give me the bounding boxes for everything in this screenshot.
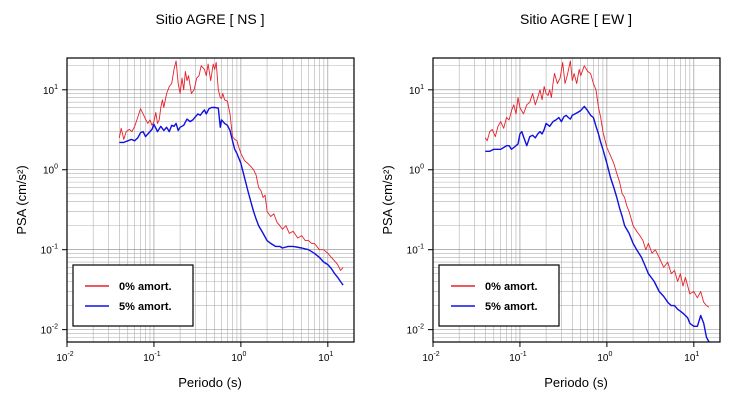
- y-axis-label: PSA (cm/s²): [14, 165, 29, 234]
- axis-ticks: 10-2 10-1 100 101 10-2 10-1 100 101: [407, 84, 700, 364]
- y-tick-label: 10-1: [407, 244, 424, 257]
- legend-label: 5% amort.: [485, 301, 538, 313]
- x-tick-label: 10-1: [509, 351, 526, 364]
- x-tick-label: 100: [597, 351, 612, 364]
- series-line-amort-5: [119, 106, 344, 286]
- legend-label: 5% amort.: [119, 301, 172, 313]
- chart-title: Sitio AGRE [ NS ]: [156, 11, 265, 27]
- legend: 0% amort. 5% amort.: [72, 264, 194, 327]
- plot-frame: [66, 57, 355, 343]
- axis-ticks: 10-2 10-1 100 101 10-2 10-1 100 101: [41, 84, 334, 364]
- y-tick-label: 10-2: [41, 324, 58, 337]
- series-line-amort-0: [484, 60, 710, 308]
- legend-label: 0% amort.: [485, 281, 538, 293]
- series-line-amort-0: [118, 60, 344, 271]
- legend-box: [438, 264, 560, 327]
- y-tick-label: 100: [409, 164, 424, 177]
- series-group: [118, 60, 344, 286]
- x-axis-label: Periodo (s): [544, 375, 608, 390]
- x-tick-label: 101: [684, 351, 699, 364]
- chart-panel-ew: Sitio AGRE [ EW ] 10-2 10-1 100 101 10-2 10-1…: [380, 11, 721, 390]
- y-tick-label: 101: [43, 84, 58, 97]
- plot-frame: [432, 57, 721, 343]
- series-group: [484, 60, 710, 342]
- y-tick-label: 10-1: [41, 244, 58, 257]
- series-line-amort-5: [485, 105, 710, 342]
- chart-panel-ns: Sitio AGRE [ NS ] 10-2 10-1 100 101 10-2 10-1…: [14, 11, 355, 390]
- grid: [66, 58, 355, 343]
- legend: 0% amort. 5% amort.: [438, 264, 560, 327]
- y-tick-label: 101: [409, 84, 424, 97]
- x-tick-label: 10-2: [56, 351, 73, 364]
- legend-box: [72, 264, 194, 327]
- chart-title: Sitio AGRE [ EW ]: [520, 11, 632, 27]
- x-tick-label: 100: [231, 351, 246, 364]
- x-tick-label: 10-2: [422, 351, 439, 364]
- x-axis-label: Periodo (s): [178, 375, 242, 390]
- legend-label: 0% amort.: [119, 281, 172, 293]
- x-tick-label: 101: [318, 351, 333, 364]
- x-tick-label: 10-1: [143, 351, 160, 364]
- y-tick-label: 100: [43, 164, 58, 177]
- y-axis-label: PSA (cm/s²): [380, 165, 395, 234]
- y-tick-label: 10-2: [407, 324, 424, 337]
